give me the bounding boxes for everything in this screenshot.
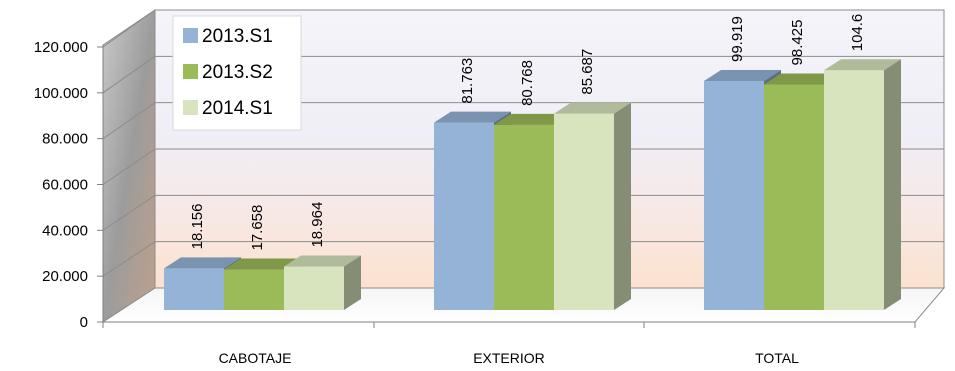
bar-front: [704, 81, 764, 311]
bar-front: [164, 268, 224, 310]
data-label: 80.768: [519, 60, 536, 106]
gridline-side: [102, 55, 156, 94]
y-tick-label: 80.000: [42, 131, 88, 148]
x-tick-label: TOTAL: [755, 350, 799, 366]
gridline-side: [102, 241, 156, 277]
bar: [284, 255, 361, 310]
bar-top: [284, 255, 361, 267]
bar-top: [764, 73, 841, 85]
bar-front: [554, 113, 614, 310]
gridline-side: [102, 9, 156, 48]
bar: [554, 102, 631, 310]
bar-top: [164, 257, 241, 269]
legend-item: 2013.S1: [183, 26, 273, 47]
bar-front: [224, 269, 284, 310]
bar-top: [554, 102, 631, 114]
bar-top: [824, 59, 901, 71]
gridline-side: [102, 102, 156, 140]
bar-front: [434, 122, 494, 310]
bar-side: [884, 59, 901, 310]
gridline-side: [102, 148, 156, 185]
y-tick-label: 60.000: [42, 177, 88, 194]
data-label: 98.425: [789, 20, 806, 66]
bar-front: [764, 84, 824, 310]
legend: 2013.S1 2013.S2 2014.S1: [172, 15, 302, 131]
data-label: 18.156: [189, 204, 206, 250]
legend-item: 2013.S2: [183, 62, 273, 83]
data-label: 85.687: [579, 49, 596, 95]
legend-label: 2013.S2: [202, 62, 273, 83]
legend-label: 2014.S1: [202, 98, 273, 119]
y-axis: 0 20.000 40.000 60.000 80.000 100.000 120.000: [34, 39, 104, 331]
data-label: 99.919: [729, 16, 746, 62]
bar-front: [494, 124, 554, 310]
bars: [164, 59, 901, 311]
data-label: 104.6: [849, 14, 866, 52]
data-label: 18.964: [309, 202, 326, 248]
bar-front: [284, 266, 344, 310]
bar-top: [494, 113, 571, 125]
legend-item: 2014.S1: [183, 98, 273, 119]
x-tick-label: EXTERIOR: [473, 350, 545, 366]
data-label: 17.658: [249, 205, 266, 251]
bar-front: [824, 70, 884, 310]
legend-swatch: [183, 28, 198, 43]
bar-side: [344, 255, 361, 310]
side-wall: [102, 9, 156, 323]
x-axis: CABOTAJE EXTERIOR TOTAL: [102, 321, 916, 366]
y-tick-label: 100.000: [34, 85, 88, 102]
data-label: 81.763: [459, 58, 476, 104]
y-tick-label: 0: [80, 314, 88, 331]
gridline-side: [102, 194, 156, 231]
legend-swatch: [183, 100, 198, 115]
bar: [824, 59, 901, 310]
value-labels: 18.156 17.658 18.964 81.763 80.768 85.687 99.9…: [189, 14, 866, 251]
bar-side: [614, 102, 631, 310]
legend-label: 2013.S1: [202, 26, 273, 47]
y-tick-label: 40.000: [42, 222, 88, 239]
bar-top: [224, 258, 301, 270]
legend-swatch: [183, 64, 198, 79]
y-tick-label: 20.000: [42, 268, 88, 285]
y-tick-label: 120.000: [34, 39, 88, 56]
bar-top: [704, 70, 781, 82]
bar-top: [434, 111, 511, 123]
x-tick-label: CABOTAJE: [219, 350, 292, 366]
